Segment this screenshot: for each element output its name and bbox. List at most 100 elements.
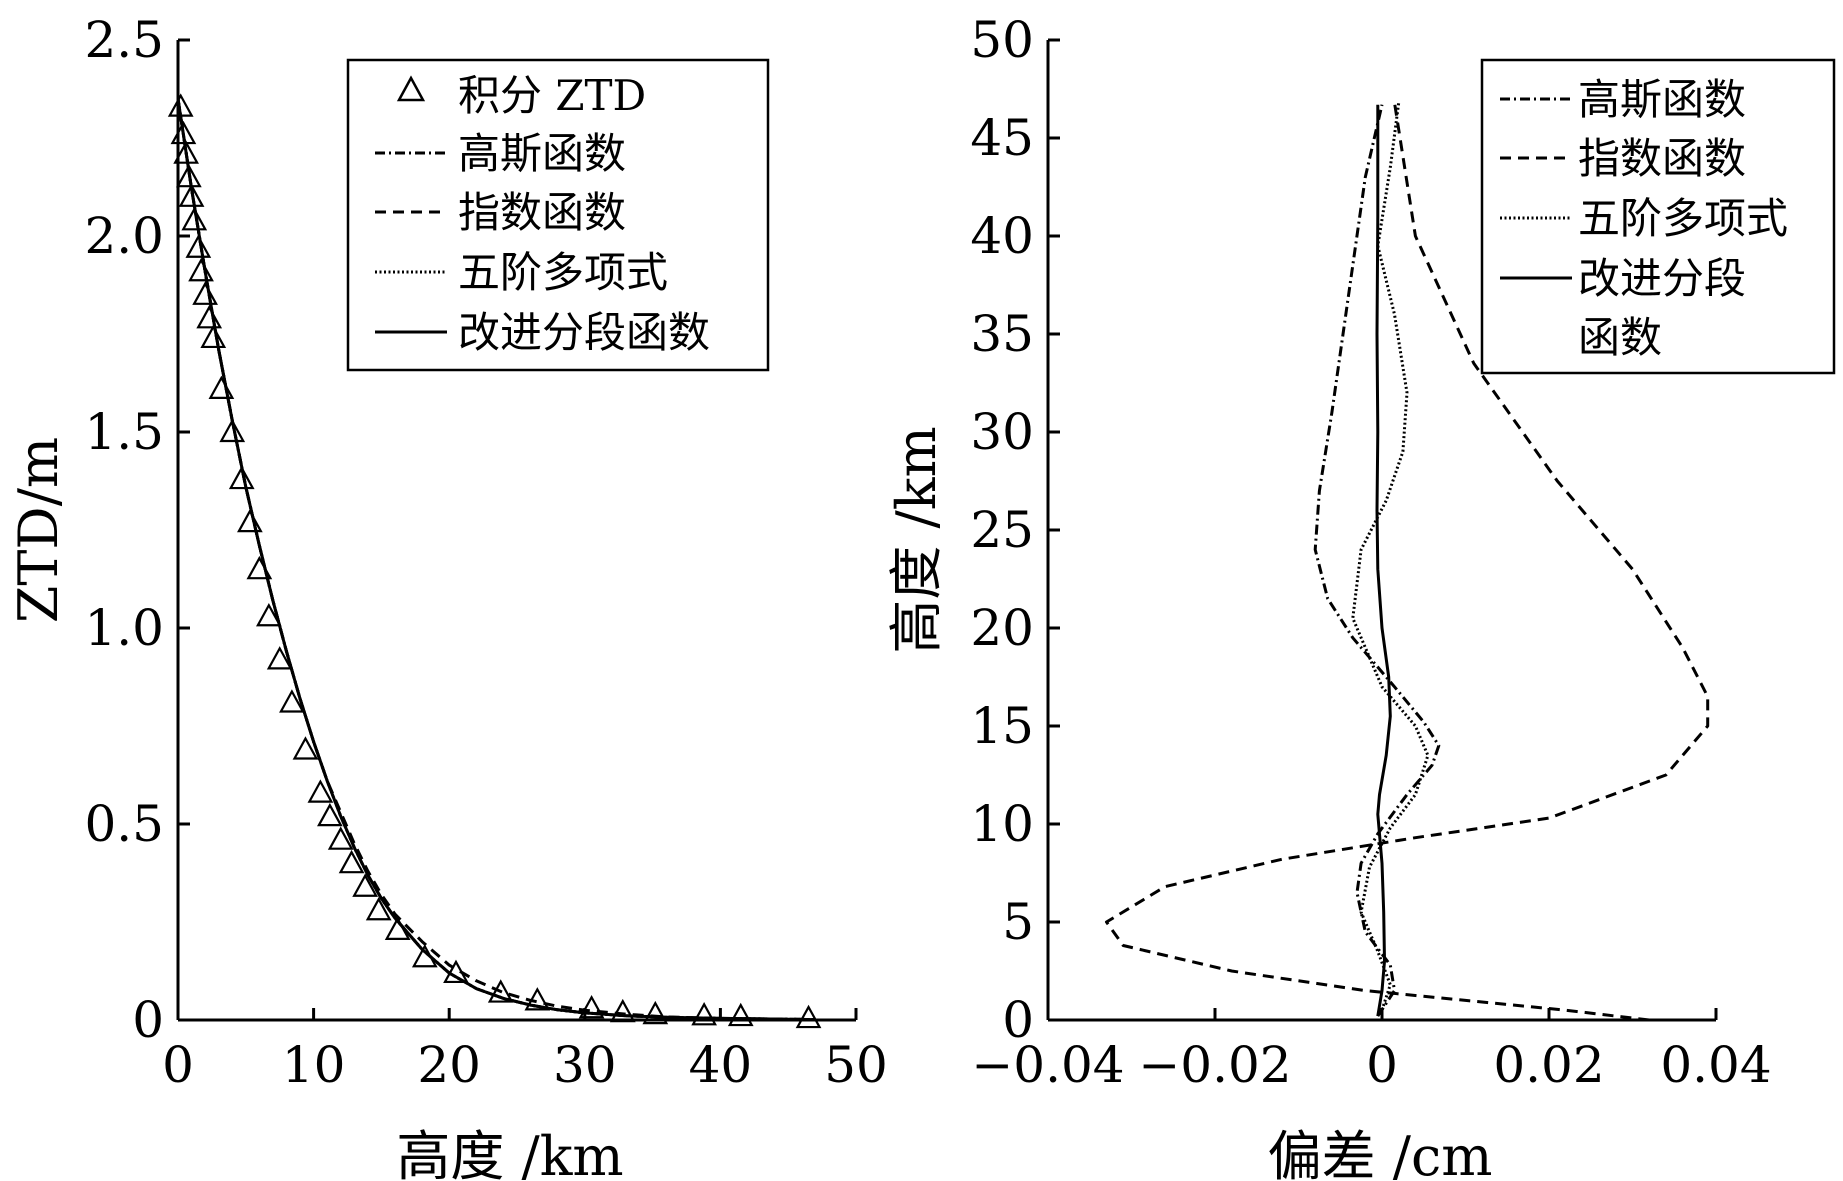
right-plot-series	[1105, 102, 1710, 1022]
right-y-ticks: 0 5 10 15 20 25 30 35 40 45 50	[970, 11, 1060, 1049]
triangle-data-point	[237, 508, 263, 533]
triangle-data-point	[219, 418, 246, 443]
left-legend-item-polynomial: 五阶多项式	[375, 248, 668, 297]
y-tick-label: 1.5	[84, 403, 164, 461]
right-legend-item-polynomial: 五阶多项式	[1500, 194, 1788, 243]
triangle-data-point	[279, 689, 305, 713]
left-y-ticks: 0 0.5 1.0 1.5 2.0 2.5	[84, 11, 190, 1049]
triangle-data-point	[167, 93, 194, 117]
x-tick-label: −0.04	[971, 1036, 1124, 1094]
left-x-ticks: 0 10 20 30 40 50	[162, 1008, 888, 1094]
triangle-data-point	[691, 1002, 717, 1026]
triangle-data-point	[327, 826, 354, 850]
y-tick-label: 15	[970, 697, 1034, 755]
triangle-data-point	[178, 183, 205, 207]
y-tick-label: 10	[970, 795, 1034, 853]
series-line-dotted	[1351, 102, 1430, 1011]
triangle-data-point	[192, 281, 218, 305]
y-tick-label: 5	[1002, 893, 1034, 951]
triangle-data-point	[175, 163, 202, 188]
left-legend-label: 高斯函数	[458, 129, 626, 178]
triangle-data-point	[181, 207, 208, 231]
right-legend-label: 函数	[1578, 313, 1662, 362]
triangle-data-point	[609, 998, 636, 1023]
x-tick-label: 40	[689, 1036, 753, 1094]
x-tick-label: 0.02	[1493, 1036, 1604, 1094]
triangle-data-point	[185, 234, 212, 258]
triangle-data-point	[292, 736, 319, 760]
triangle-data-point	[228, 465, 255, 490]
triangle-data-point	[246, 555, 273, 580]
triangle-data-point	[173, 140, 199, 164]
right-x-axis-label: 偏差 /cm	[1268, 1125, 1493, 1181]
left-legend-item-integral-ztd: 积分 ZTD	[396, 71, 646, 120]
right-legend: 高斯函数 指数函数 五阶多项式 改进分段 函数	[1480, 58, 1836, 375]
left-chart: 0 10 20 30 40 50 0 0.5 1.0 1.5 2.0 2.5 高度 /km ZTD/…	[7, 11, 888, 1181]
right-chart: −0.04 −0.02 0 0.02 0.04 0 5 10 15 20 25 30 35 40 45 50…	[885, 11, 1836, 1181]
triangle-data-point	[727, 1002, 754, 1027]
triangle-data-point	[317, 802, 343, 827]
triangle-data-point	[411, 943, 438, 968]
y-tick-label: 0	[132, 991, 164, 1049]
right-x-ticks: −0.04 −0.02 0 0.02 0.04	[971, 1008, 1772, 1094]
triangle-data-point	[307, 779, 334, 803]
left-y-axis-label: ZTD/m	[7, 437, 70, 623]
y-tick-label: 25	[970, 501, 1034, 559]
left-legend-item-gaussian: 高斯函数	[375, 129, 626, 178]
triangle-data-point	[338, 849, 365, 874]
y-tick-label: 40	[970, 207, 1034, 265]
x-tick-label: 10	[282, 1036, 346, 1094]
series-line-dashed	[1105, 102, 1710, 1022]
triangle-data-point	[200, 324, 227, 349]
y-tick-label: 50	[970, 11, 1034, 69]
right-legend-item-piecewise: 改进分段 函数	[1500, 254, 1746, 362]
triangle-data-point	[578, 994, 605, 1019]
right-legend-label: 指数函数	[1578, 134, 1746, 183]
x-tick-label: 20	[417, 1036, 481, 1094]
left-legend-item-exponential: 指数函数	[375, 188, 626, 237]
triangle-data-point	[642, 1000, 669, 1025]
left-legend-label: 改进分段函数	[458, 308, 710, 357]
y-tick-label: 0	[1002, 991, 1034, 1049]
y-tick-label: 1.0	[84, 599, 164, 657]
left-plot-markers	[167, 93, 822, 1029]
triangle-data-point	[188, 257, 214, 282]
y-tick-label: 20	[970, 599, 1034, 657]
y-tick-label: 35	[970, 305, 1034, 363]
triangle-data-point	[443, 959, 469, 984]
right-legend-item-exponential: 指数函数	[1500, 134, 1746, 183]
right-legend-item-gaussian: 高斯函数	[1500, 75, 1746, 124]
series-line-dash-dot	[1313, 104, 1441, 1017]
left-legend-label: 指数函数	[458, 188, 626, 237]
left-x-axis-label: 高度 /km	[396, 1125, 623, 1181]
triangle-data-point	[524, 987, 551, 1011]
y-tick-label: 30	[970, 403, 1034, 461]
y-tick-label: 0.5	[84, 795, 164, 853]
x-tick-label: 0	[1366, 1036, 1398, 1094]
series-line-solid	[176, 98, 816, 1022]
triangle-data-point	[266, 646, 293, 670]
x-tick-label: 0	[162, 1036, 194, 1094]
left-legend: 积分 ZTD 高斯函数 指数函数 五阶多项式 改进分段函数	[346, 58, 770, 372]
left-legend-item-piecewise: 改进分段函数	[375, 308, 710, 357]
triangle-data-point	[255, 602, 282, 627]
triangle-data-point	[795, 1004, 822, 1029]
left-legend-box	[346, 58, 770, 372]
triangle-marker-icon	[396, 75, 426, 102]
series-line-solid	[1375, 104, 1392, 1017]
triangle-data-point	[487, 979, 514, 1003]
y-tick-label: 2.0	[84, 207, 164, 265]
x-tick-label: 0.04	[1660, 1036, 1771, 1094]
y-tick-label: 45	[970, 109, 1034, 167]
right-y-axis-label: 高度 /km	[885, 426, 948, 653]
left-legend-label: 五阶多项式	[458, 248, 668, 297]
triangle-data-point	[365, 896, 392, 921]
x-tick-label: 30	[553, 1036, 617, 1094]
x-tick-label: −0.02	[1138, 1036, 1291, 1094]
left-legend-label: 积分 ZTD	[458, 71, 646, 120]
y-tick-label: 2.5	[84, 11, 164, 69]
right-legend-label: 改进分段	[1578, 254, 1746, 303]
triangle-data-point	[196, 305, 223, 329]
triangle-data-point	[384, 916, 411, 940]
